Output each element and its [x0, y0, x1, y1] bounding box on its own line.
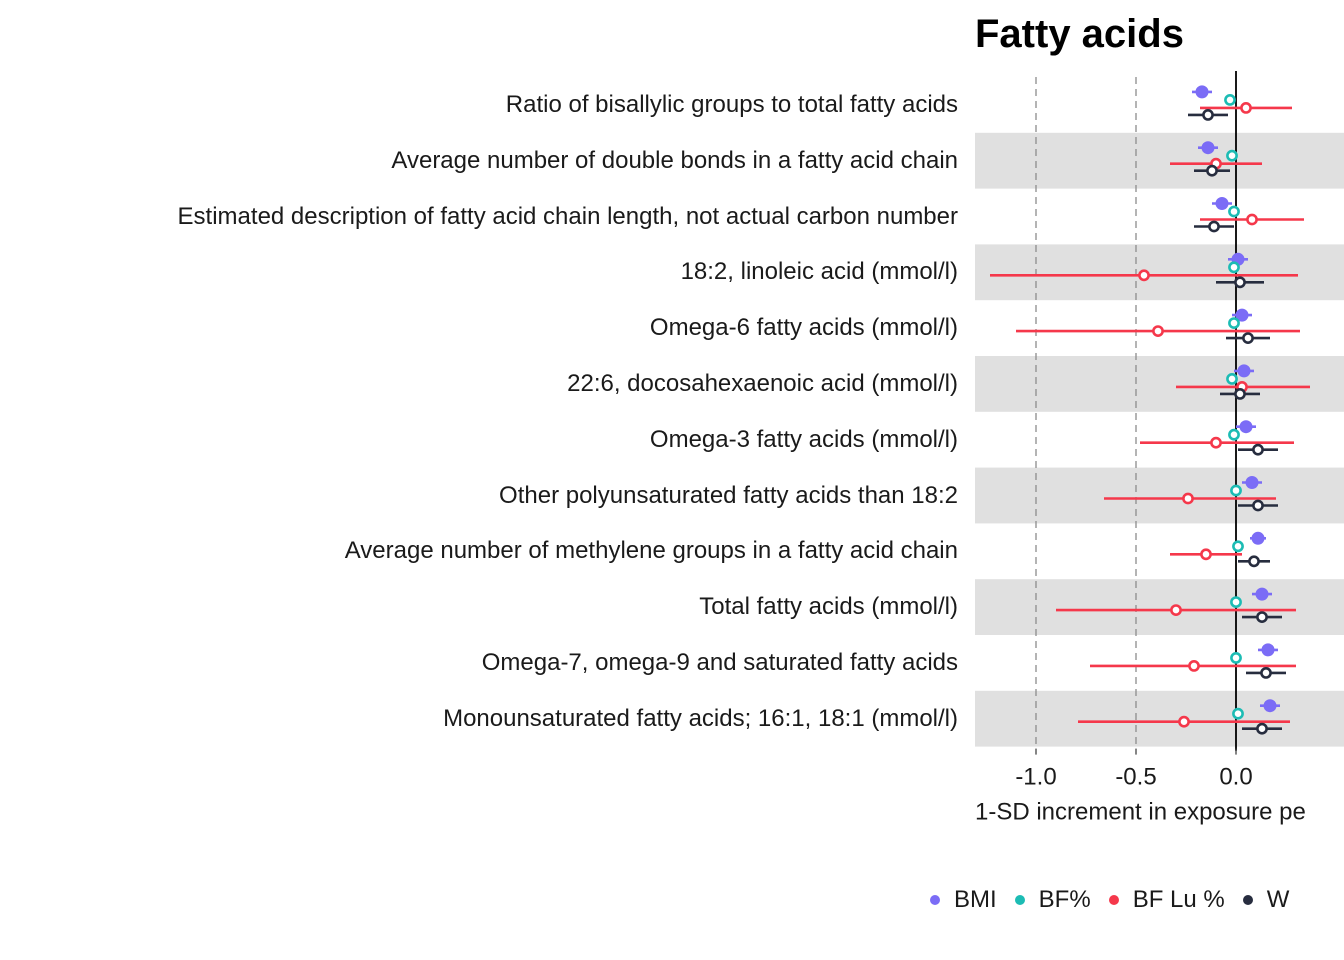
point-bmi — [1237, 364, 1251, 378]
point-bf-lu — [1210, 436, 1222, 449]
row-band — [975, 244, 1344, 301]
point-bf — [1226, 149, 1238, 162]
point-bf-lu — [1170, 604, 1182, 616]
x-tick-label: -0.5 — [1115, 764, 1156, 791]
point-bf — [1228, 205, 1240, 218]
legend-label: BF Lu % — [1132, 886, 1225, 913]
point-bf-lu — [1240, 102, 1252, 114]
row-band — [975, 356, 1344, 412]
legend-item-w: W — [1242, 886, 1290, 914]
row-band — [975, 467, 1344, 524]
point-w — [1256, 722, 1268, 735]
point-bmi — [1245, 476, 1259, 489]
row-band — [975, 690, 1344, 747]
point-bf — [1230, 652, 1242, 664]
x-axis-label: 1-SD increment in exposure pe — [975, 799, 1306, 826]
point-bf — [1226, 372, 1238, 385]
point-bmi — [1195, 85, 1209, 99]
row-label: Omega-7, omega-9 and saturated fatty aci… — [481, 648, 958, 676]
legend-item-bf: BF% — [1014, 886, 1091, 914]
point-bf-lu — [1178, 715, 1190, 728]
legend: BMI BF% BF Lu % W — [930, 886, 1289, 914]
point-w — [1252, 443, 1264, 456]
row-label: Ratio of bisallylic groups to total fatt… — [505, 90, 958, 118]
point-bf — [1228, 428, 1240, 441]
point-w — [1234, 387, 1246, 400]
point-w — [1202, 109, 1214, 121]
point-bf-lu — [1246, 213, 1258, 226]
point-w — [1206, 164, 1218, 177]
point-w — [1208, 220, 1220, 233]
legend-marker — [1242, 895, 1253, 905]
x-tick-label: 0.0 — [1219, 764, 1252, 791]
point-bmi — [1263, 699, 1277, 713]
legend-label: BF% — [1038, 886, 1091, 913]
point-bmi — [1235, 308, 1249, 322]
point-bf-lu — [1200, 548, 1212, 561]
x-tick-label: -1.0 — [1015, 764, 1056, 791]
point-w — [1248, 555, 1260, 568]
chart-title: Fatty acids — [975, 12, 1184, 56]
row-label: Estimated description of fatty acid chai… — [177, 202, 958, 230]
point-w — [1242, 332, 1254, 344]
point-w — [1256, 611, 1268, 623]
legend-marker — [930, 895, 940, 905]
point-bf-lu — [1188, 660, 1200, 672]
point-bf — [1224, 94, 1236, 106]
row-label: Average number of double bonds in a fatt… — [391, 146, 958, 174]
row-label: Omega-3 fatty acids (mmol/l) — [649, 425, 958, 453]
point-bf — [1228, 317, 1240, 329]
point-bmi — [1201, 141, 1215, 155]
point-bf — [1230, 484, 1242, 497]
point-bmi — [1251, 531, 1265, 545]
row-label: 18:2, linoleic acid (mmol/l) — [680, 258, 958, 286]
point-bmi — [1215, 197, 1229, 210]
point-bf-lu — [1182, 492, 1194, 505]
row-label: Total fatty acids (mmol/l) — [699, 593, 958, 621]
legend-marker — [1014, 895, 1025, 905]
point-bf-lu — [1152, 325, 1164, 337]
point-bmi — [1255, 587, 1269, 601]
point-w — [1260, 667, 1272, 679]
legend-marker — [1108, 895, 1119, 905]
point-bf — [1232, 707, 1244, 720]
legend-item-bmi: BMI — [930, 886, 997, 914]
point-w — [1234, 276, 1246, 289]
row-band — [975, 579, 1344, 635]
row-label: Average number of methylene groups in a … — [344, 537, 958, 565]
point-w — [1252, 499, 1264, 512]
row-label: Other polyunsaturated fatty acids than 1… — [499, 481, 958, 509]
legend-label: W — [1266, 886, 1290, 913]
row-label: 22:6, docosahexaenoic acid (mmol/l) — [567, 369, 958, 397]
point-bmi — [1239, 420, 1253, 434]
legend-label: BMI — [954, 886, 997, 913]
point-bf — [1228, 261, 1240, 274]
row-band — [975, 132, 1344, 189]
row-label: Monounsaturated fatty acids; 16:1, 18:1 … — [443, 704, 958, 732]
row-label: Omega-6 fatty acids (mmol/l) — [649, 314, 958, 342]
point-bf — [1230, 596, 1242, 608]
legend-item-bf-lu: BF Lu % — [1108, 886, 1225, 914]
point-bf-lu — [1138, 269, 1150, 282]
point-bmi — [1261, 643, 1275, 657]
point-bf — [1232, 540, 1244, 553]
